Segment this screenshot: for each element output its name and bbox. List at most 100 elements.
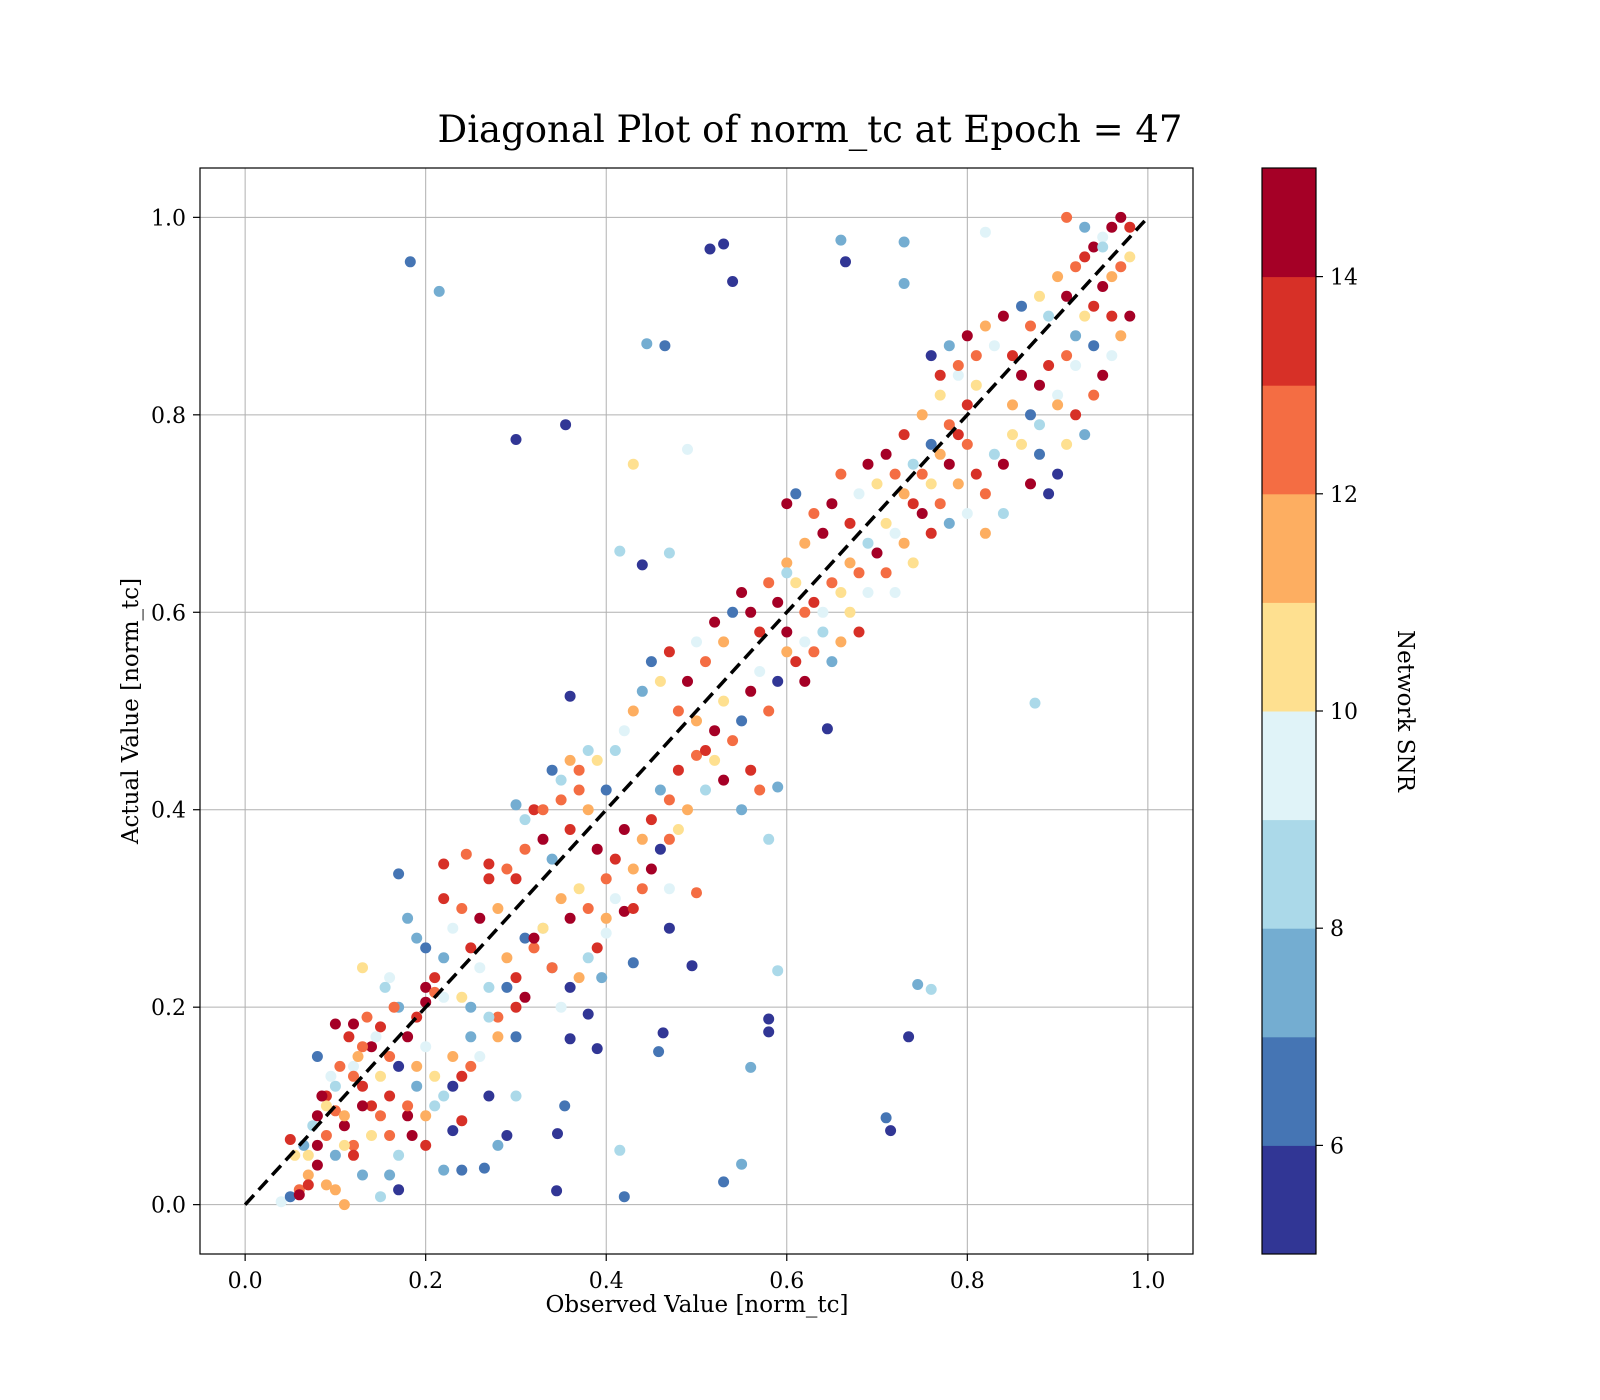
data-point <box>582 952 594 964</box>
data-point <box>438 991 450 1003</box>
data-point <box>492 903 504 914</box>
data-point <box>1007 399 1018 411</box>
colorbar-tick-label: 6 <box>1330 1134 1344 1159</box>
data-point <box>311 1051 323 1062</box>
data-point <box>903 1031 915 1043</box>
data-point <box>663 883 675 895</box>
data-points <box>275 211 1136 1211</box>
data-point <box>384 1169 396 1181</box>
data-point <box>552 1128 563 1140</box>
data-point <box>1106 221 1118 233</box>
data-point <box>334 1060 346 1072</box>
data-point <box>682 443 693 455</box>
data-point <box>1097 231 1109 243</box>
data-point <box>781 646 793 658</box>
data-point <box>546 962 558 974</box>
data-point <box>817 606 829 618</box>
chart-title: Diagonal Plot of norm_tc at Epoch = 47 <box>438 108 1183 152</box>
colorbar-segment <box>1262 711 1316 821</box>
data-point <box>817 626 829 638</box>
data-point <box>564 824 576 835</box>
data-point <box>1070 261 1082 273</box>
data-point <box>510 799 522 811</box>
data-point <box>302 1149 314 1161</box>
data-point <box>384 972 396 984</box>
data-point <box>546 853 558 865</box>
data-point <box>564 912 576 924</box>
data-point <box>835 234 847 246</box>
data-point <box>357 1080 368 1092</box>
data-point <box>1052 389 1064 401</box>
data-point <box>898 236 910 248</box>
data-point <box>1070 360 1082 371</box>
data-point <box>1029 697 1041 709</box>
x-tick-label: 0.2 <box>408 1269 443 1294</box>
data-point <box>329 1149 341 1161</box>
data-point <box>537 833 549 845</box>
data-point <box>925 983 937 995</box>
data-point <box>501 1130 513 1141</box>
data-point <box>691 887 702 899</box>
data-point <box>916 468 928 480</box>
data-point <box>1052 468 1064 480</box>
data-point <box>862 458 874 470</box>
data-point <box>329 1018 341 1030</box>
data-point <box>898 488 910 500</box>
data-point <box>447 1080 459 1092</box>
data-point <box>979 226 991 238</box>
data-point <box>384 1051 396 1062</box>
data-point <box>970 468 982 480</box>
data-point <box>754 784 766 796</box>
data-point <box>727 276 739 287</box>
data-point <box>1079 429 1091 441</box>
data-point <box>352 1051 364 1062</box>
data-point <box>799 675 811 687</box>
data-point <box>357 962 368 974</box>
data-point <box>889 587 901 598</box>
data-point <box>727 735 739 747</box>
data-point <box>853 626 865 638</box>
data-point <box>609 853 621 865</box>
data-point <box>961 508 973 519</box>
data-point <box>970 350 982 362</box>
data-point <box>573 784 585 796</box>
data-point <box>853 567 865 579</box>
data-point <box>1043 360 1055 371</box>
colorbar-label: Network SNR <box>1392 630 1418 793</box>
data-point <box>438 1164 450 1176</box>
data-point <box>840 256 851 268</box>
data-point <box>988 340 1000 352</box>
data-point <box>885 1125 897 1137</box>
data-point <box>582 903 594 914</box>
data-point <box>343 1031 355 1043</box>
data-point <box>736 587 748 598</box>
data-point <box>1052 399 1064 411</box>
data-point <box>591 843 603 855</box>
data-point <box>555 1001 567 1013</box>
data-point <box>925 350 937 362</box>
data-point <box>555 893 567 905</box>
data-point <box>275 1196 287 1208</box>
data-point <box>384 1090 396 1102</box>
data-point <box>320 1130 332 1141</box>
data-point <box>700 656 711 668</box>
data-point <box>700 784 711 796</box>
data-point <box>600 912 612 924</box>
data-point <box>492 1011 504 1023</box>
data-point <box>934 389 946 401</box>
data-point <box>826 656 838 668</box>
data-point <box>781 626 793 638</box>
data-point <box>519 814 531 826</box>
data-point <box>483 1090 495 1102</box>
data-point <box>379 981 391 993</box>
y-axis-label: Actual Value [norm_tc] <box>118 578 144 845</box>
data-point <box>745 685 757 697</box>
data-point <box>320 1100 332 1112</box>
data-point <box>1115 330 1127 342</box>
data-point <box>799 537 811 549</box>
data-point <box>636 685 648 697</box>
data-point <box>627 458 639 470</box>
data-point <box>320 1179 332 1191</box>
data-point <box>357 1041 368 1053</box>
data-point <box>510 1090 522 1102</box>
